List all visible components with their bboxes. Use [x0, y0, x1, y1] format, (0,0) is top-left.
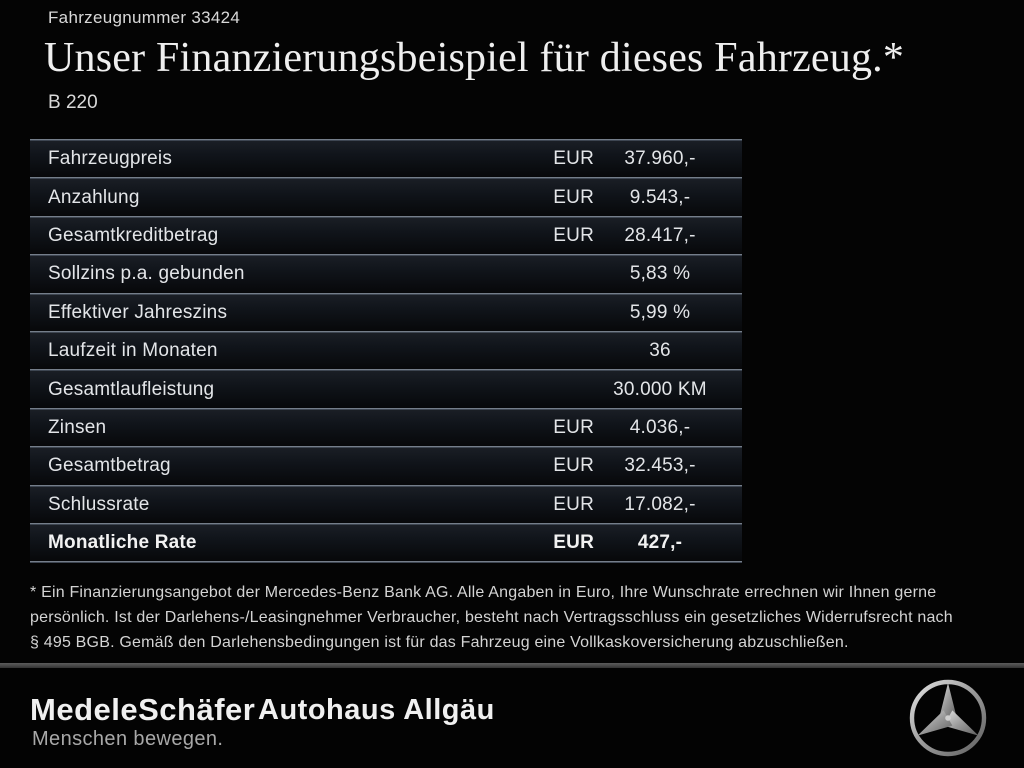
table-row: Zinsen EUR 4.036,-: [30, 409, 742, 447]
row-label: Gesamtlaufleistung: [48, 378, 215, 400]
row-divider: [30, 177, 742, 180]
dealer-logo-autohaus-allgaeu: Autohaus Allgäu: [258, 694, 495, 726]
row-divider: [30, 446, 742, 449]
row-value: 4.036,-: [629, 416, 691, 438]
row-label: Zinsen: [48, 416, 107, 438]
table-row: Schlussrate EUR 17.082,-: [30, 486, 742, 523]
row-label: Sollzins p.a. gebunden: [48, 263, 245, 285]
table-row: Sollzins p.a. gebunden 5,83 %: [30, 256, 742, 293]
row-divider: [30, 330, 742, 333]
footnote-line: persönlich. Ist der Darlehens-/Leasingne…: [30, 609, 953, 626]
row-value: 17.082,-: [624, 493, 696, 515]
row-currency: EUR: [553, 532, 594, 554]
table-row: Gesamtkreditbetrag EUR 28.417,-: [30, 217, 742, 255]
row-label: Monatliche Rate: [48, 532, 197, 554]
page-title: Unser Finanzierungsbeispiel für dieses F…: [44, 35, 905, 81]
table-row: Effektiver Jahreszins 5,99 %: [30, 294, 742, 331]
row-label: Anzahlung: [48, 186, 140, 208]
row-label: Gesamtkreditbetrag: [48, 224, 219, 246]
row-currency: EUR: [553, 493, 594, 515]
row-label: Laufzeit in Monaten: [48, 340, 218, 362]
mercedes-star-icon: [909, 679, 987, 757]
row-divider: [30, 139, 742, 141]
footer-divider: [0, 663, 1024, 668]
vehicle-model: B 220: [48, 92, 98, 113]
dealer-logo-medeleschaefer: MedeleSchäfer: [30, 692, 256, 727]
row-divider: [30, 254, 742, 257]
table-row: Laufzeit in Monaten 36: [30, 332, 742, 370]
row-label: Effektiver Jahreszins: [48, 301, 228, 323]
row-value: 5,99 %: [629, 301, 691, 323]
footer: MedeleSchäfer Autohaus Allgäu Menschen b…: [0, 668, 1024, 768]
row-divider: [30, 484, 742, 487]
row-divider: [30, 407, 742, 410]
row-value: 37.960,-: [624, 148, 696, 170]
table-row: Gesamtlaufleistung 30.000 KM: [30, 371, 742, 408]
table-row: Anzahlung EUR 9.543,-: [30, 179, 742, 216]
row-label: Schlussrate: [48, 493, 150, 515]
row-divider: [30, 522, 742, 525]
table-row: Gesamtbetrag EUR 32.453,-: [30, 448, 742, 485]
row-currency: EUR: [553, 224, 594, 246]
row-divider: [30, 369, 742, 372]
table-row: Fahrzeugpreis EUR 37.960,-: [30, 141, 742, 178]
row-value: 9.543,-: [629, 186, 691, 208]
row-value: 5,83 %: [629, 263, 691, 285]
legal-footnote: * Ein Finanzierungsangebot der Mercedes-…: [30, 580, 980, 655]
financing-table: Fahrzeugpreis EUR 37.960,- Anzahlung EUR…: [30, 139, 742, 564]
row-value: 30.000 KM: [613, 378, 707, 400]
row-value: 32.453,-: [624, 455, 696, 477]
table-row-monthly-rate: Monatliche Rate EUR 427,-: [30, 524, 742, 562]
row-value: 427,-: [637, 532, 683, 554]
vehicle-number: Fahrzeugnummer 33424: [48, 8, 241, 27]
row-divider: [30, 215, 742, 218]
footnote-line: § 495 BGB. Gemäß den Darlehensbedingunge…: [30, 634, 849, 651]
row-label: Gesamtbetrag: [48, 455, 171, 477]
row-divider: [30, 561, 742, 564]
row-value: 28.417,-: [624, 224, 696, 246]
row-currency: EUR: [553, 148, 594, 170]
row-label: Fahrzeugpreis: [48, 148, 173, 170]
row-currency: EUR: [553, 416, 594, 438]
footnote-line: * Ein Finanzierungsangebot der Mercedes-…: [30, 584, 937, 601]
dealer-tagline: Menschen bewegen.: [32, 728, 224, 750]
row-divider: [30, 292, 742, 295]
row-currency: EUR: [553, 186, 594, 208]
row-value: 36: [649, 340, 671, 362]
row-currency: EUR: [553, 455, 594, 477]
